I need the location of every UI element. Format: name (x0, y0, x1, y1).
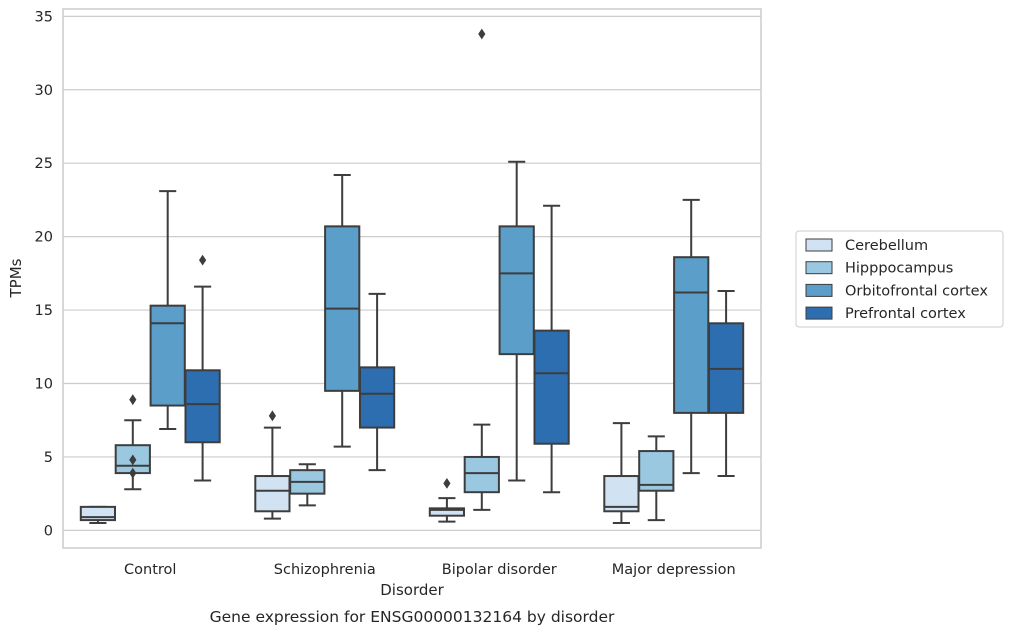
box-groups (79, 28, 745, 525)
box-iqr (254, 475, 291, 513)
box-iqr (149, 304, 186, 407)
box-orbitofrontal-cortex (673, 198, 710, 475)
legend: Cerebellum Hipppocampus Orbitofrontal cort… (795, 230, 1004, 328)
box-iqr (533, 329, 570, 445)
y-tick-label: 35 (35, 9, 53, 25)
x-tick-labels: Control Schizophrenia Bipolar disorder Majo… (124, 562, 736, 578)
x-axis-title: Disorder (380, 581, 444, 599)
legend-swatch (805, 261, 833, 275)
legend-label: Hipppocampus (845, 261, 953, 277)
box-prefrontal-cortex (184, 254, 221, 482)
box-prefrontal-cortex (358, 292, 396, 472)
legend-swatch (805, 306, 833, 320)
x-tick-label: Control (124, 562, 176, 578)
box-orbitofrontal-cortex (498, 160, 535, 482)
box-iqr (184, 369, 221, 444)
legend-swatch (805, 283, 833, 297)
box-cerebellum (428, 477, 466, 523)
y-tick-label: 20 (35, 230, 53, 246)
box-orbitofrontal-cortex (149, 190, 186, 431)
box-cerebellum (79, 505, 117, 525)
plot-area (62, 8, 762, 549)
box-iqr (603, 475, 640, 513)
legend-label: Orbitofrontal cortex (845, 283, 988, 299)
box-iqr (498, 225, 535, 356)
legend-label: Cerebellum (845, 238, 928, 254)
outlier-point (478, 28, 486, 40)
legend-label: Prefrontal cortex (845, 306, 966, 322)
y-tick-label: 15 (35, 303, 53, 319)
box-cerebellum (603, 422, 640, 525)
y-tick-label: 30 (35, 83, 53, 99)
box-iqr (463, 455, 500, 494)
box-cerebellum (254, 410, 291, 520)
box-hipppocampus (638, 435, 675, 522)
box-prefrontal-cortex (707, 289, 745, 478)
chart-title: Gene expression for ENSG00000132164 by d… (210, 608, 615, 626)
box-iqr (428, 507, 466, 517)
outlier-point (268, 410, 276, 422)
box-hipppocampus (463, 28, 500, 511)
y-tick-label: 5 (44, 450, 53, 466)
box-hipppocampus (114, 394, 151, 491)
y-tick-label: 10 (35, 377, 53, 393)
box-orbitofrontal-cortex (324, 173, 361, 448)
outlier-point (129, 454, 137, 466)
y-tick-labels: 0 5 10 15 20 25 30 35 (35, 9, 53, 539)
legend-swatch (805, 238, 833, 252)
x-tick-label: Schizophrenia (274, 562, 376, 578)
outlier-point (199, 254, 207, 266)
outlier-point (443, 477, 451, 489)
outlier-point (129, 394, 137, 406)
box-hipppocampus (289, 463, 326, 507)
box-iqr (358, 366, 396, 429)
y-tick-label: 25 (35, 156, 53, 172)
box-prefrontal-cortex (533, 204, 570, 494)
legend-items: Cerebellum Hipppocampus Orbitofrontal cort… (805, 238, 988, 322)
legend-frame (795, 230, 1004, 328)
y-tick-label: 0 (44, 523, 53, 539)
outlier-point (129, 467, 137, 479)
x-tick-label: Bipolar disorder (442, 562, 557, 578)
y-axis-title: TPMs (7, 258, 25, 298)
x-tick-label: Major depression (612, 562, 736, 578)
box-iqr (673, 256, 710, 414)
